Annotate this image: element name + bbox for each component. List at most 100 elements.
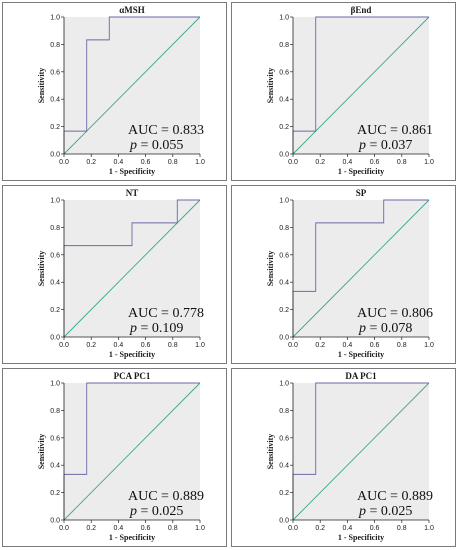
roc-chart: 0.00.0 0.2 0.2 0.4 0.4 0.6 0.6 0.8 0.8 1.0 1.0 DA P… xyxy=(266,371,434,542)
x-tick-label: 0.4 xyxy=(343,342,353,349)
y-tick-label: 0.0 xyxy=(279,518,289,525)
y-tick-label: 0.2 xyxy=(279,124,289,131)
y-tick-label: 0.4 xyxy=(279,280,289,287)
y-tick-label: 0.4 xyxy=(50,280,60,287)
p-value-symbol: p xyxy=(129,504,137,519)
y-axis-label: Sensitivity xyxy=(37,434,46,470)
x-tick-label: 1.0 xyxy=(195,525,205,532)
x-tick-label: 0.4 xyxy=(114,342,124,349)
x-tick-label: 1.0 xyxy=(424,342,434,349)
auc-annotation: AUC = 0.889 xyxy=(357,489,433,504)
y-tick-label: 1.0 xyxy=(50,381,60,388)
y-tick-label: 0.8 xyxy=(50,408,60,415)
y-tick-label: 0.8 xyxy=(279,42,289,49)
p-value-symbol: p xyxy=(129,138,137,153)
y-axis-label: Sensitivity xyxy=(266,68,275,104)
y-tick-label: 0.0 xyxy=(279,335,289,342)
y-tick-label: 0.4 xyxy=(279,97,289,104)
auc-annotation: AUC = 0.861 xyxy=(357,123,433,138)
chart-title: NT xyxy=(126,188,139,198)
reference-diagonal-line xyxy=(63,382,201,521)
y-tick-label: 0.8 xyxy=(50,225,60,232)
p-value-annotation: p = 0.055 xyxy=(129,138,183,153)
x-tick-label: 0.8 xyxy=(397,342,407,349)
p-value-annotation: p = 0.078 xyxy=(358,321,412,336)
x-tick-label: 0.4 xyxy=(343,525,353,532)
x-tick-label: 0.0 xyxy=(59,159,69,166)
p-value-number: = 0.037 xyxy=(366,138,412,153)
auc-annotation: AUC = 0.889 xyxy=(128,489,204,504)
y-axis-label: Sensitivity xyxy=(37,68,46,104)
chart-title: αMSH xyxy=(119,5,145,15)
reference-diagonal-line xyxy=(292,382,430,521)
x-tick-label: 0.8 xyxy=(397,525,407,532)
x-tick-label: 0.0 xyxy=(288,525,298,532)
y-tick-label: 0.4 xyxy=(279,463,289,470)
x-tick-label: 1.0 xyxy=(424,525,434,532)
y-tick-label: 0.8 xyxy=(50,42,60,49)
auc-annotation: AUC = 0.778 xyxy=(128,306,204,321)
x-tick-label: 0.4 xyxy=(114,159,124,166)
x-tick-label: 0.2 xyxy=(315,525,325,532)
p-value-annotation: p = 0.025 xyxy=(358,504,412,519)
y-tick-label: 1.0 xyxy=(50,198,60,205)
p-value-number: = 0.078 xyxy=(366,321,412,336)
x-tick-label: 0.2 xyxy=(86,342,96,349)
p-value-number: = 0.025 xyxy=(137,504,183,519)
y-tick-label: 0.6 xyxy=(50,69,60,76)
y-axis-label: Sensitivity xyxy=(37,251,46,287)
p-value-symbol: p xyxy=(358,138,366,153)
y-tick-label: 0.6 xyxy=(279,252,289,259)
reference-diagonal-line xyxy=(292,199,430,338)
roc-panel: 0.0 0.0 0.2 0.2 0.4 0.4 0.6 0.6 0.8 0.8 1.0 1.0 βEnd… xyxy=(231,2,456,181)
chart-title: βEnd xyxy=(351,5,372,15)
roc-chart: 0.00.0 0.2 0.2 0.4 0.4 0.6 0.6 0.8 0.8 1.0 1.0 NT 1 … xyxy=(37,188,205,359)
y-tick-label: 1.0 xyxy=(279,381,289,388)
x-tick-label: 0.4 xyxy=(343,159,353,166)
x-tick-label: 1.0 xyxy=(195,342,205,349)
y-tick-label: 0.6 xyxy=(50,252,60,259)
y-tick-label: 0.0 xyxy=(50,152,60,159)
auc-annotation: AUC = 0.833 xyxy=(128,123,204,138)
y-tick-label: 0.6 xyxy=(279,435,289,442)
x-axis-label: 1 - Specificity xyxy=(109,533,155,542)
y-axis-label: Sensitivity xyxy=(266,434,275,470)
y-tick-label: 1.0 xyxy=(279,198,289,205)
roc-panel: 0.0 0.0 0.2 0.2 0.4 0.4 0.6 0.6 0.8 0.8 1.0 1.0 NT 1 … xyxy=(2,185,227,364)
x-tick-label: 0.2 xyxy=(315,342,325,349)
x-tick-label: 0.8 xyxy=(168,525,178,532)
x-tick-label: 0.0 xyxy=(59,525,69,532)
x-tick-label: 0.6 xyxy=(370,525,380,532)
x-tick-label: 0.0 xyxy=(59,342,69,349)
x-tick-label: 0.8 xyxy=(397,159,407,166)
x-tick-label: 0.4 xyxy=(114,525,124,532)
roc-panel: 0.0 0.0 0.2 0.2 0.4 0.4 0.6 0.6 0.8 0.8 1.0 1.0 DA P… xyxy=(231,368,456,547)
x-axis-label: 1 - Specificity xyxy=(109,167,155,176)
y-tick-label: 1.0 xyxy=(279,15,289,22)
x-axis-label: 1 - Specificity xyxy=(109,350,155,359)
y-tick-label: 0.0 xyxy=(50,518,60,525)
y-tick-label: 0.2 xyxy=(50,124,60,131)
x-tick-label: 0.0 xyxy=(288,342,298,349)
y-tick-label: 0.2 xyxy=(279,307,289,314)
y-tick-label: 1.0 xyxy=(50,15,60,22)
x-tick-label: 0.6 xyxy=(370,159,380,166)
roc-panel: 0.0 0.0 0.2 0.2 0.4 0.4 0.6 0.6 0.8 0.8 1.0 1.0 SP 1 … xyxy=(231,185,456,364)
roc-chart: 0.00.0 0.2 0.2 0.4 0.4 0.6 0.6 0.8 0.8 1.0 1.0 βEnd… xyxy=(266,5,434,176)
y-tick-label: 0.0 xyxy=(50,335,60,342)
roc-chart: 0.00.0 0.2 0.2 0.4 0.4 0.6 0.6 0.8 0.8 1.0 1.0 PCA … xyxy=(37,371,205,542)
x-axis-label: 1 - Specificity xyxy=(338,167,384,176)
y-tick-label: 0.8 xyxy=(279,408,289,415)
auc-annotation: AUC = 0.806 xyxy=(357,306,433,321)
y-tick-label: 0.6 xyxy=(279,69,289,76)
x-tick-label: 1.0 xyxy=(424,159,434,166)
p-value-symbol: p xyxy=(129,321,137,336)
x-tick-label: 0.8 xyxy=(168,159,178,166)
p-value-number: = 0.025 xyxy=(366,504,412,519)
y-axis-label: Sensitivity xyxy=(266,251,275,287)
x-tick-label: 0.2 xyxy=(315,159,325,166)
x-tick-label: 1.0 xyxy=(195,159,205,166)
y-tick-label: 0.6 xyxy=(50,435,60,442)
roc-chart: 0.00.0 0.2 0.2 0.4 0.4 0.6 0.6 0.8 0.8 1.0 1.0 αMSH… xyxy=(37,5,205,176)
